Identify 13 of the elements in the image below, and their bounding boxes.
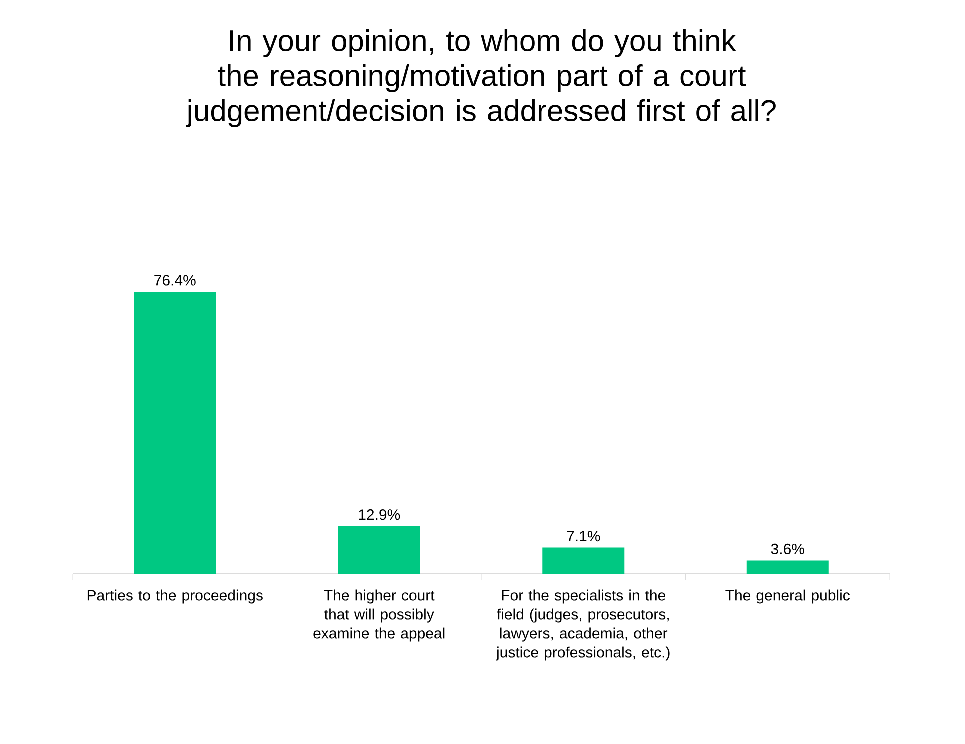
- x-tick-label: Parties to the proceedings: [88, 590, 263, 604]
- bar: [134, 292, 216, 574]
- chart-title: In your opinion, to whom do you think the reasoning/motivation part of a court judgement/decision is addressed first of all?: [186, 30, 776, 128]
- data-label: 12.9%: [359, 510, 400, 520]
- x-tick-label: The higher court that will possibly examine the appeal: [314, 590, 445, 642]
- data-label: 7.1%: [567, 531, 600, 542]
- data-label: 76.4%: [154, 275, 196, 286]
- bar: [542, 548, 625, 574]
- bar: [338, 526, 420, 574]
- x-tick-label: The general public: [726, 590, 850, 604]
- x-tick-label: For the specialists in the field (judges, prosecutors, lawyers, academia, other justice professionals, etc.): [496, 590, 670, 661]
- data-label: 3.6%: [771, 544, 804, 555]
- bar: [746, 560, 829, 574]
